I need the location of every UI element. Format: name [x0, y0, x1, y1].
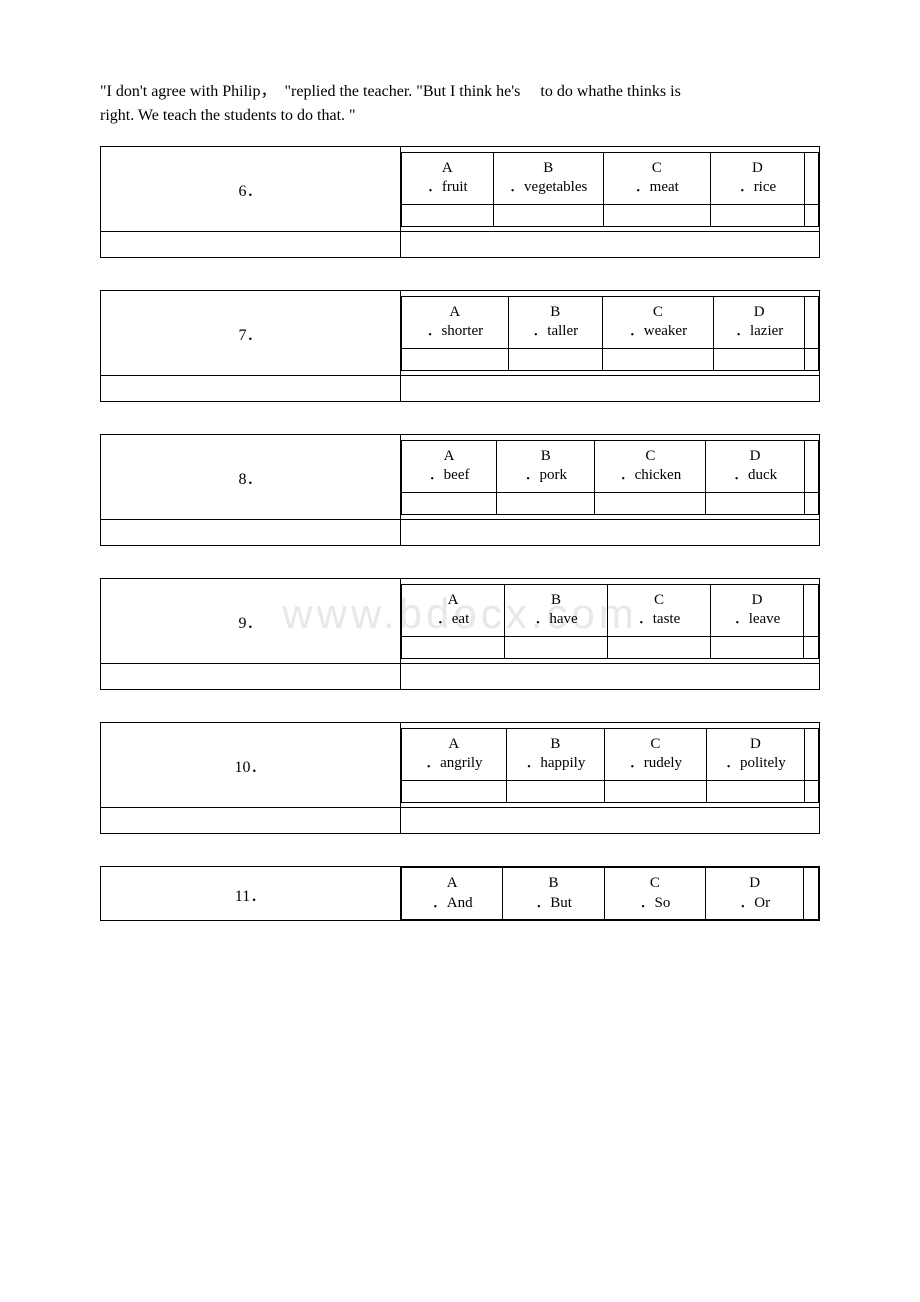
spacer-cell — [805, 296, 819, 348]
question-block: 11．A．AndB．ButC．SoD．Or — [100, 866, 820, 921]
question-number: 11． — [101, 867, 401, 921]
options-table: A．angrilyB．happilyC．rudelyD．politely — [401, 728, 819, 803]
option-cell: D．lazier — [713, 296, 804, 348]
options-table: A．AndB．ButC．SoD．Or — [401, 867, 819, 920]
option-cell: A．angrily — [402, 728, 507, 780]
answer-cell — [710, 204, 805, 226]
question-table: 10．A．angrilyB．happilyC．rudelyD．politely — [100, 722, 820, 834]
question-number: 8． — [101, 435, 401, 520]
footer-cell — [401, 232, 820, 258]
option-cell: D．Or — [706, 868, 804, 920]
option-cell: B．But — [503, 868, 604, 920]
spacer-cell — [805, 152, 819, 204]
question-table: 9．A．eatB．haveC．tasteD．leave — [100, 578, 820, 690]
spacer-cell — [804, 636, 819, 658]
answer-cell — [605, 780, 707, 802]
options-cell: A．beefB．porkC．chickenD．duck — [401, 435, 820, 520]
answer-cell — [402, 780, 507, 802]
option-cell: C．taste — [608, 584, 711, 636]
footer-cell — [401, 520, 820, 546]
question-table: 11．A．AndB．ButC．SoD．Or — [100, 866, 820, 921]
option-cell: C．meat — [603, 152, 710, 204]
options-cell: A．shorterB．tallerC．weakerD．lazier — [401, 291, 820, 376]
spacer-cell — [804, 584, 819, 636]
options-cell: A．fruitB．vegetablesC．meatD．rice — [401, 147, 820, 232]
footer-cell — [101, 376, 401, 402]
question-table: 7．A．shorterB．tallerC．weakerD．lazier — [100, 290, 820, 402]
option-cell: D．rice — [710, 152, 805, 204]
answer-cell — [508, 348, 602, 370]
option-cell: B．happily — [506, 728, 604, 780]
footer-cell — [101, 520, 401, 546]
question-block: 6．A．fruitB．vegetablesC．meatD．rice — [100, 146, 820, 258]
question-table: 8．A．beefB．porkC．chickenD．duck — [100, 434, 820, 546]
options-table: A．fruitB．vegetablesC．meatD．rice — [401, 152, 819, 227]
answer-cell — [402, 492, 497, 514]
answer-cell — [402, 204, 494, 226]
answer-cell — [711, 636, 804, 658]
answer-cell — [602, 348, 713, 370]
question-block: 8．A．beefB．porkC．chickenD．duck — [100, 434, 820, 546]
question-block: 9．A．eatB．haveC．tasteD．leave — [100, 578, 820, 690]
options-cell: A．AndB．ButC．SoD．Or — [401, 867, 820, 921]
option-cell: C．rudely — [605, 728, 707, 780]
question-number: 10． — [101, 723, 401, 808]
options-cell: A．eatB．haveC．tasteD．leave — [401, 579, 820, 664]
option-cell: D．politely — [706, 728, 804, 780]
answer-cell — [402, 636, 505, 658]
intro-line-2: right. We teach the students to do that.… — [100, 107, 356, 124]
answer-cell — [706, 492, 804, 514]
spacer-cell — [804, 868, 819, 920]
options-cell: A．angrilyB．happilyC．rudelyD．politely — [401, 723, 820, 808]
spacer-cell — [804, 440, 818, 492]
option-cell: B．pork — [497, 440, 595, 492]
answer-cell — [713, 348, 804, 370]
question-table: 6．A．fruitB．vegetablesC．meatD．rice — [100, 146, 820, 258]
questions-container: 6．A．fruitB．vegetablesC．meatD．rice7．A．sho… — [100, 146, 820, 921]
footer-cell — [401, 664, 820, 690]
spacer-cell — [805, 728, 819, 780]
intro-line-1: "I don't agree with Philip， "replied the… — [100, 83, 681, 100]
answer-cell — [493, 204, 603, 226]
answer-cell — [706, 780, 804, 802]
option-cell: A．fruit — [402, 152, 494, 204]
footer-cell — [101, 232, 401, 258]
option-cell: C．So — [604, 868, 705, 920]
options-table: A．shorterB．tallerC．weakerD．lazier — [401, 296, 819, 371]
footer-cell — [101, 664, 401, 690]
spacer-cell — [804, 492, 818, 514]
footer-cell — [401, 376, 820, 402]
spacer-cell — [805, 780, 819, 802]
answer-cell — [506, 780, 604, 802]
spacer-cell — [805, 204, 819, 226]
answer-cell — [497, 492, 595, 514]
option-cell: A．beef — [402, 440, 497, 492]
option-cell: B．vegetables — [493, 152, 603, 204]
answer-cell — [608, 636, 711, 658]
answer-cell — [595, 492, 706, 514]
options-table: A．eatB．haveC．tasteD．leave — [401, 584, 819, 659]
option-cell: B．have — [505, 584, 608, 636]
footer-cell — [101, 808, 401, 834]
answer-cell — [603, 204, 710, 226]
option-cell: C．weaker — [602, 296, 713, 348]
answer-cell — [402, 348, 509, 370]
question-number: 9． — [101, 579, 401, 664]
option-cell: B．taller — [508, 296, 602, 348]
option-cell: D．leave — [711, 584, 804, 636]
footer-cell — [401, 808, 820, 834]
spacer-cell — [805, 348, 819, 370]
option-cell: A．shorter — [402, 296, 509, 348]
question-number: 7． — [101, 291, 401, 376]
question-block: 7．A．shorterB．tallerC．weakerD．lazier — [100, 290, 820, 402]
option-cell: C．chicken — [595, 440, 706, 492]
options-table: A．beefB．porkC．chickenD．duck — [401, 440, 819, 515]
option-cell: A．And — [402, 868, 503, 920]
question-block: 10．A．angrilyB．happilyC．rudelyD．politely — [100, 722, 820, 834]
question-number: 6． — [101, 147, 401, 232]
option-cell: D．duck — [706, 440, 804, 492]
intro-paragraph: "I don't agree with Philip， "replied the… — [100, 80, 820, 128]
answer-cell — [505, 636, 608, 658]
option-cell: A．eat — [402, 584, 505, 636]
